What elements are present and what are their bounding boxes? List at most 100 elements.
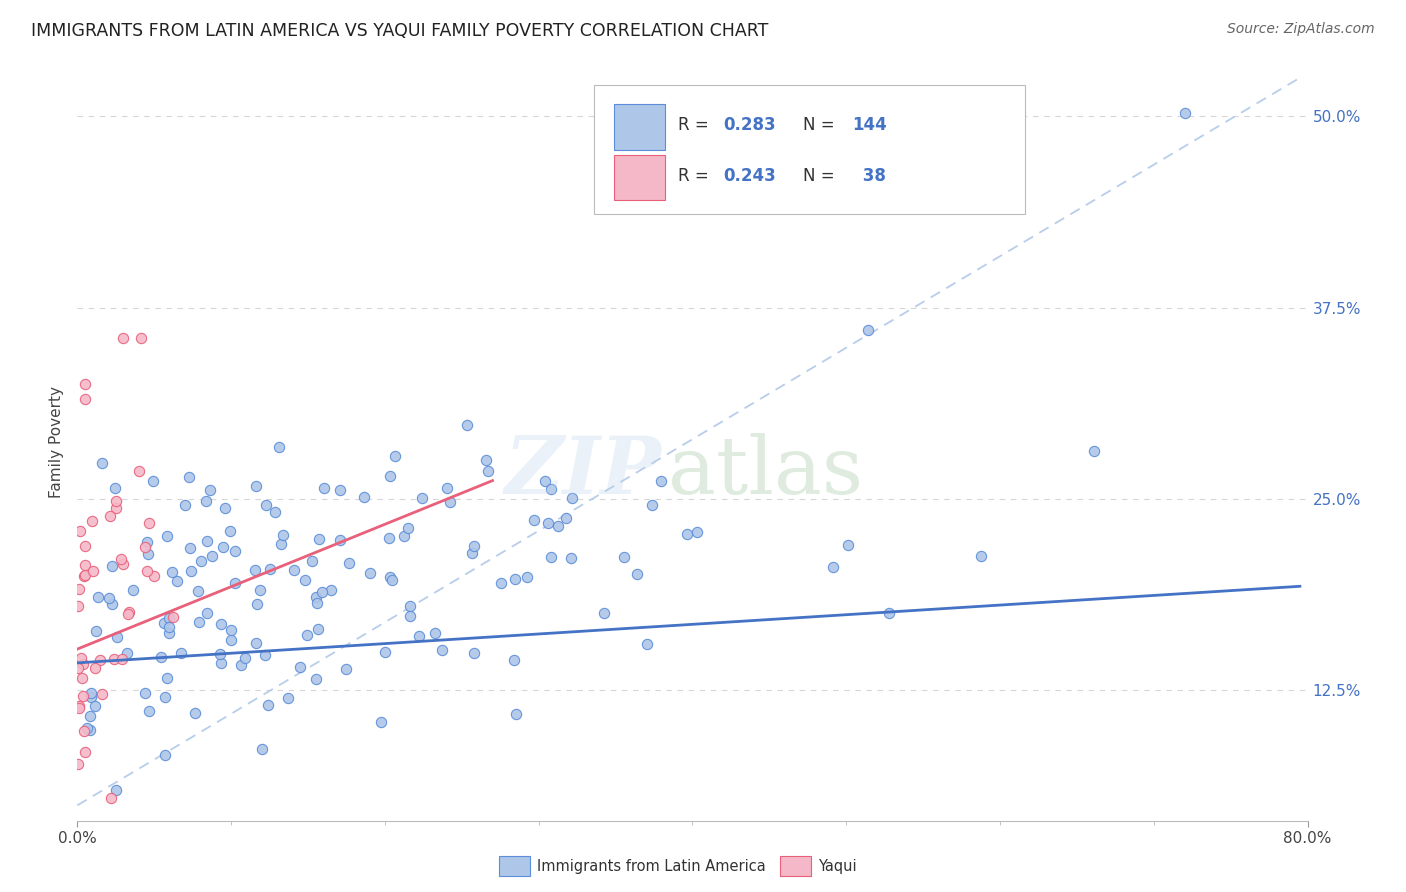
Point bbox=[970, 549, 993, 563]
Point bbox=[305, 590, 328, 604]
Point bbox=[162, 610, 184, 624]
Point bbox=[110, 552, 132, 566]
Point bbox=[337, 556, 360, 570]
Point bbox=[271, 528, 294, 542]
Point bbox=[267, 441, 290, 455]
Point bbox=[394, 529, 416, 543]
Point bbox=[157, 611, 180, 625]
Point bbox=[198, 483, 221, 498]
Point bbox=[105, 630, 128, 644]
Point bbox=[153, 690, 176, 704]
Point bbox=[128, 464, 150, 478]
Point bbox=[190, 554, 212, 568]
Point bbox=[245, 635, 267, 649]
Point bbox=[73, 745, 96, 759]
Point bbox=[69, 651, 91, 665]
Point bbox=[87, 590, 110, 604]
Point bbox=[249, 582, 271, 597]
Y-axis label: Family Poverty: Family Poverty bbox=[49, 385, 65, 498]
Point bbox=[91, 687, 114, 701]
Text: 144: 144 bbox=[852, 116, 887, 134]
Point bbox=[685, 525, 707, 540]
Point bbox=[537, 516, 560, 530]
Point bbox=[129, 331, 152, 345]
Point bbox=[219, 524, 242, 539]
Point bbox=[335, 662, 357, 676]
Point bbox=[675, 527, 697, 541]
Point bbox=[98, 509, 121, 524]
Point bbox=[301, 554, 323, 568]
Point bbox=[66, 661, 89, 675]
Point bbox=[100, 790, 122, 805]
Text: Yaqui: Yaqui bbox=[818, 859, 856, 873]
Point bbox=[837, 538, 859, 552]
Point bbox=[173, 498, 195, 512]
Point bbox=[359, 566, 381, 580]
Point bbox=[212, 540, 235, 554]
Point bbox=[73, 539, 96, 553]
Point bbox=[117, 607, 139, 621]
Point bbox=[456, 417, 478, 432]
Point bbox=[245, 479, 267, 493]
Point bbox=[329, 483, 352, 497]
Point bbox=[650, 474, 672, 488]
Text: IMMIGRANTS FROM LATIN AMERICA VS YAQUI FAMILY POVERTY CORRELATION CHART: IMMIGRANTS FROM LATIN AMERICA VS YAQUI F… bbox=[31, 22, 768, 40]
Point bbox=[134, 686, 156, 700]
Point bbox=[179, 541, 201, 555]
Point bbox=[170, 646, 193, 660]
Point bbox=[67, 582, 90, 596]
Point bbox=[136, 547, 159, 561]
Point bbox=[224, 575, 246, 590]
Point bbox=[80, 514, 103, 528]
Point bbox=[288, 659, 311, 673]
Point bbox=[257, 698, 280, 713]
Point bbox=[79, 690, 101, 705]
Point bbox=[201, 549, 224, 563]
Point bbox=[82, 565, 104, 579]
Point bbox=[156, 528, 179, 542]
Point bbox=[534, 474, 557, 488]
Point bbox=[380, 469, 402, 483]
Point bbox=[153, 747, 176, 762]
Text: ZIP: ZIP bbox=[505, 434, 662, 510]
Point bbox=[195, 493, 218, 508]
Point bbox=[540, 550, 562, 565]
Point bbox=[105, 783, 128, 797]
Point bbox=[381, 574, 404, 588]
Point bbox=[378, 531, 401, 545]
Point bbox=[219, 623, 242, 637]
Point bbox=[463, 646, 485, 660]
Point bbox=[72, 723, 94, 738]
Point bbox=[219, 632, 242, 647]
Point bbox=[439, 494, 461, 508]
Point bbox=[295, 628, 318, 642]
Point bbox=[353, 491, 375, 505]
Point bbox=[156, 671, 179, 685]
Point bbox=[208, 648, 231, 662]
Point bbox=[252, 742, 274, 756]
Point bbox=[136, 565, 159, 579]
Point bbox=[67, 757, 90, 772]
Point bbox=[374, 645, 396, 659]
Text: Immigrants from Latin America: Immigrants from Latin America bbox=[537, 859, 766, 873]
Point bbox=[321, 583, 343, 598]
Point bbox=[73, 567, 96, 582]
Point bbox=[111, 558, 134, 572]
FancyBboxPatch shape bbox=[595, 85, 1025, 214]
Point bbox=[112, 331, 135, 345]
Point bbox=[104, 481, 127, 495]
Point bbox=[79, 723, 101, 738]
Point bbox=[138, 516, 160, 530]
Point bbox=[259, 562, 281, 576]
Point bbox=[214, 501, 236, 516]
Point bbox=[153, 616, 176, 631]
Point bbox=[460, 546, 482, 560]
Point bbox=[75, 558, 97, 573]
Point bbox=[76, 721, 98, 735]
Point bbox=[641, 498, 664, 512]
Point bbox=[307, 622, 329, 636]
Point bbox=[100, 559, 122, 574]
Point bbox=[73, 377, 96, 392]
Point bbox=[554, 510, 576, 524]
Point bbox=[103, 652, 125, 666]
